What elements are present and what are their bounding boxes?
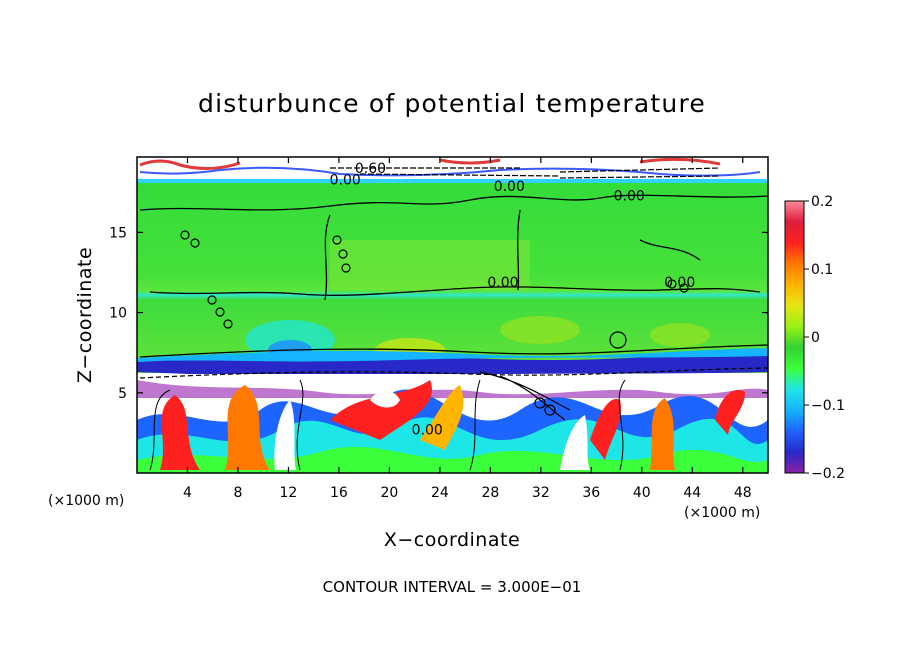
contour-label: 0.00: [494, 179, 525, 195]
x-tick-label: 44: [683, 485, 701, 501]
lower-red-plume-7: [715, 389, 745, 435]
contour-line-c: [324, 209, 701, 301]
contour-label: 0.00: [412, 423, 443, 439]
x-tick-label: 48: [734, 485, 752, 501]
contour-line-d: [139, 344, 768, 358]
contour-label: 0.00: [487, 275, 518, 291]
lower-red-plume-5: [590, 399, 622, 460]
x-unit-label: (×1000 m): [684, 505, 760, 521]
lower-white-1: [274, 400, 296, 470]
contour-label: 0.00: [664, 275, 695, 291]
lower-red-plume-6: [650, 398, 675, 470]
small-contour-rings: [180, 230, 689, 416]
lower-white-2: [560, 415, 590, 470]
plot-frame: [136, 156, 769, 474]
top-strip-red: [139, 157, 721, 170]
contour-line-e: [139, 367, 768, 379]
yellow-patch-3: [650, 323, 710, 347]
top-cyan-line: [137, 179, 768, 183]
contour-labels: 0.600.00 0.000.000.00 0.000.00: [330, 161, 696, 438]
contour-interval-note: CONTOUR INTERVAL = 3.000E−01: [323, 578, 582, 596]
x-tick-label: 8: [233, 485, 242, 501]
lower-red-plume-1: [160, 395, 200, 470]
colorbar: 0.2 0.1 0 −0.1 −0.2: [784, 194, 845, 482]
colorbar-tick-label: −0.2: [811, 466, 845, 482]
x-tick-label: 20: [380, 485, 398, 501]
x-tick-label: 16: [330, 485, 348, 501]
x-axis-ticks: 4 8 12 16 20 24 28 32 36 40 44 48: [183, 157, 752, 501]
lower-red-plume-2: [225, 385, 270, 470]
y-axis-label: Z−coordinate: [74, 247, 96, 383]
colorbar-tick-label: 0: [811, 330, 820, 346]
contour-line-f: [149, 379, 626, 471]
x-axis-label: X−coordinate: [384, 529, 520, 551]
chart-title: disturbunce of potential temperature: [198, 89, 706, 118]
x-tick-label: 28: [481, 485, 499, 501]
lower-purple: [137, 380, 768, 398]
contour-line-a: [139, 194, 768, 211]
x-tick-label: 40: [633, 485, 651, 501]
y-unit-label: (×1000 m): [48, 493, 124, 509]
colorbar-tick-label: 0.1: [811, 262, 833, 278]
x-tick-label: 32: [532, 485, 550, 501]
x-tick-label: 12: [280, 485, 298, 501]
y-tick-label: 5: [118, 386, 127, 402]
colorbar-gradient: [785, 201, 804, 473]
colorbar-tick-label: 0.2: [811, 194, 833, 210]
contour-label: 0.60: [355, 161, 386, 177]
lower-white-3: [370, 390, 400, 408]
x-tick-label: 24: [431, 485, 449, 501]
y-axis-ticks: 5 10 15: [109, 225, 768, 402]
yellow-patch-2: [500, 316, 580, 344]
inversion-band-cyan: [137, 348, 768, 362]
contour-top-dense: [330, 167, 721, 179]
colorbar-tick-label: −0.1: [811, 398, 845, 414]
x-tick-label: 4: [183, 485, 192, 501]
contour-label: 0.00: [330, 172, 361, 188]
y-tick-label: 10: [109, 306, 127, 322]
plot-area: [137, 157, 768, 473]
colorbar-ticks: 0.2 0.1 0 −0.1 −0.2: [804, 194, 845, 482]
contour-line-g: [479, 371, 571, 421]
upper-yellow-band: [330, 240, 530, 290]
top-strip-blue: [139, 166, 761, 177]
lower-red-plume-4: [420, 385, 464, 450]
lower-red-plume-3: [330, 380, 432, 440]
y-tick-label: 15: [109, 225, 127, 241]
x-tick-label: 36: [582, 485, 600, 501]
contour-label: 0.00: [614, 188, 645, 204]
